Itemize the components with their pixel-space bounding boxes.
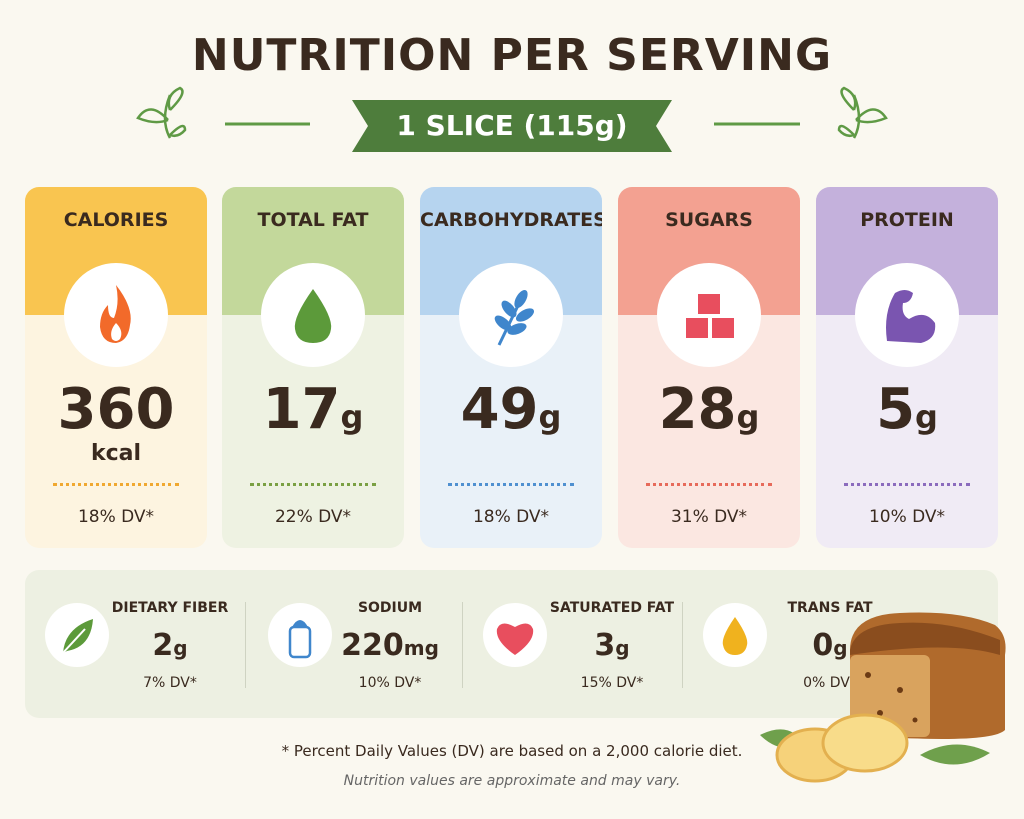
daily-value: 18% DV* (472, 507, 550, 527)
value-unit: mg (403, 636, 439, 660)
secondary-label: SODIUM (357, 600, 423, 616)
title: NUTRITION PER SERVING (191, 30, 833, 81)
value-unit: g (736, 398, 760, 436)
separator (462, 602, 463, 688)
icon (45, 603, 109, 667)
serving-size: 1 SLICE (115g) (396, 109, 628, 142)
value-number: 5 (876, 377, 916, 442)
nutrient-label: SUGARS (665, 209, 753, 231)
secondary-label: SATURATED FAT (549, 600, 675, 616)
value-number: 17 (262, 377, 341, 442)
nutrient-card: CARBOHYDRATES 49g 18% DV* (420, 187, 602, 548)
daily-value: 18% DV* (77, 507, 155, 527)
nutrient-value: 17g (222, 377, 404, 442)
secondary-value: 2g (105, 628, 235, 663)
decorations (136, 86, 888, 139)
value-unit: g (833, 636, 848, 660)
value-number: 220 (341, 628, 404, 663)
value-unit: g (615, 636, 630, 660)
value-number: 2 (152, 628, 174, 663)
value-unit: g (538, 398, 562, 436)
serving-ribbon (352, 100, 672, 152)
secondary-icon (45, 603, 109, 671)
value-number: 360 (57, 377, 175, 442)
secondary-label: TRANS FAT (787, 600, 873, 616)
value-number: 28 (658, 377, 737, 442)
nutrient-card: PROTEIN 5g 10% DV* (816, 187, 998, 548)
icon (268, 603, 332, 667)
nutrient-icon (64, 263, 168, 367)
icon (657, 263, 761, 367)
nutrient-card: TOTAL FAT 17g 22% DV* (222, 187, 404, 548)
value-unit: g (173, 636, 188, 660)
nutrient-icon (657, 263, 761, 367)
nutrient-icon (459, 263, 563, 367)
nutrient-icon (855, 263, 959, 367)
secondary-value: 3g (547, 628, 677, 663)
icon (64, 263, 168, 367)
daily-value: 22% DV* (274, 507, 352, 527)
icon (483, 603, 547, 667)
value-number: 49 (460, 377, 539, 442)
footnote: * Percent Daily Values (DV) are based on… (281, 742, 743, 760)
separator (245, 602, 246, 688)
dotted-divider (844, 483, 970, 486)
nutrient-label: CARBOHYDRATES (420, 209, 602, 231)
daily-value: 7% DV* (143, 675, 197, 691)
daily-value: 10% DV* (868, 507, 946, 527)
icon (855, 263, 959, 367)
value-unit: g (915, 398, 938, 436)
value-number: 0 (812, 628, 834, 663)
daily-value: 0% DV* (803, 675, 857, 691)
nutrient-value: 5g (816, 377, 998, 442)
nutrient-card: CALORIES 360 kcal 18% DV* (25, 187, 207, 548)
nutrient-value: 360 (25, 377, 207, 442)
value-unit: g (340, 398, 364, 436)
nutrient-value: 49g (420, 377, 602, 442)
note: Nutrition values are approximate and may… (343, 773, 681, 789)
value-unit: kcal (90, 441, 142, 466)
dotted-divider (448, 483, 574, 486)
secondary-value: 0g (765, 628, 895, 663)
secondary-icon (703, 603, 767, 671)
nutrient-label: PROTEIN (860, 209, 954, 231)
icon (261, 263, 365, 367)
value-number: 3 (594, 628, 616, 663)
icon (459, 263, 563, 367)
banana-bread-illustration (760, 612, 1006, 783)
secondary-icon (483, 603, 547, 671)
secondary-icon (268, 603, 332, 671)
dotted-divider (53, 483, 179, 486)
nutrient-icon (261, 263, 365, 367)
daily-value: 10% DV* (358, 675, 422, 691)
nutrient-label: TOTAL FAT (257, 209, 369, 231)
nutrient-label: CALORIES (63, 209, 169, 231)
dotted-divider (250, 483, 376, 486)
nutrient-value: 28g (618, 377, 800, 442)
secondary-value: 220mg (325, 628, 455, 663)
dotted-divider (646, 483, 772, 486)
daily-value: 31% DV* (670, 507, 748, 527)
nutrient-card: SUGARS 28g 31% DV* (618, 187, 800, 548)
icon (703, 603, 767, 667)
secondary-label: DIETARY FIBER (111, 600, 229, 616)
daily-value: 15% DV* (580, 675, 644, 691)
separator (682, 602, 683, 688)
